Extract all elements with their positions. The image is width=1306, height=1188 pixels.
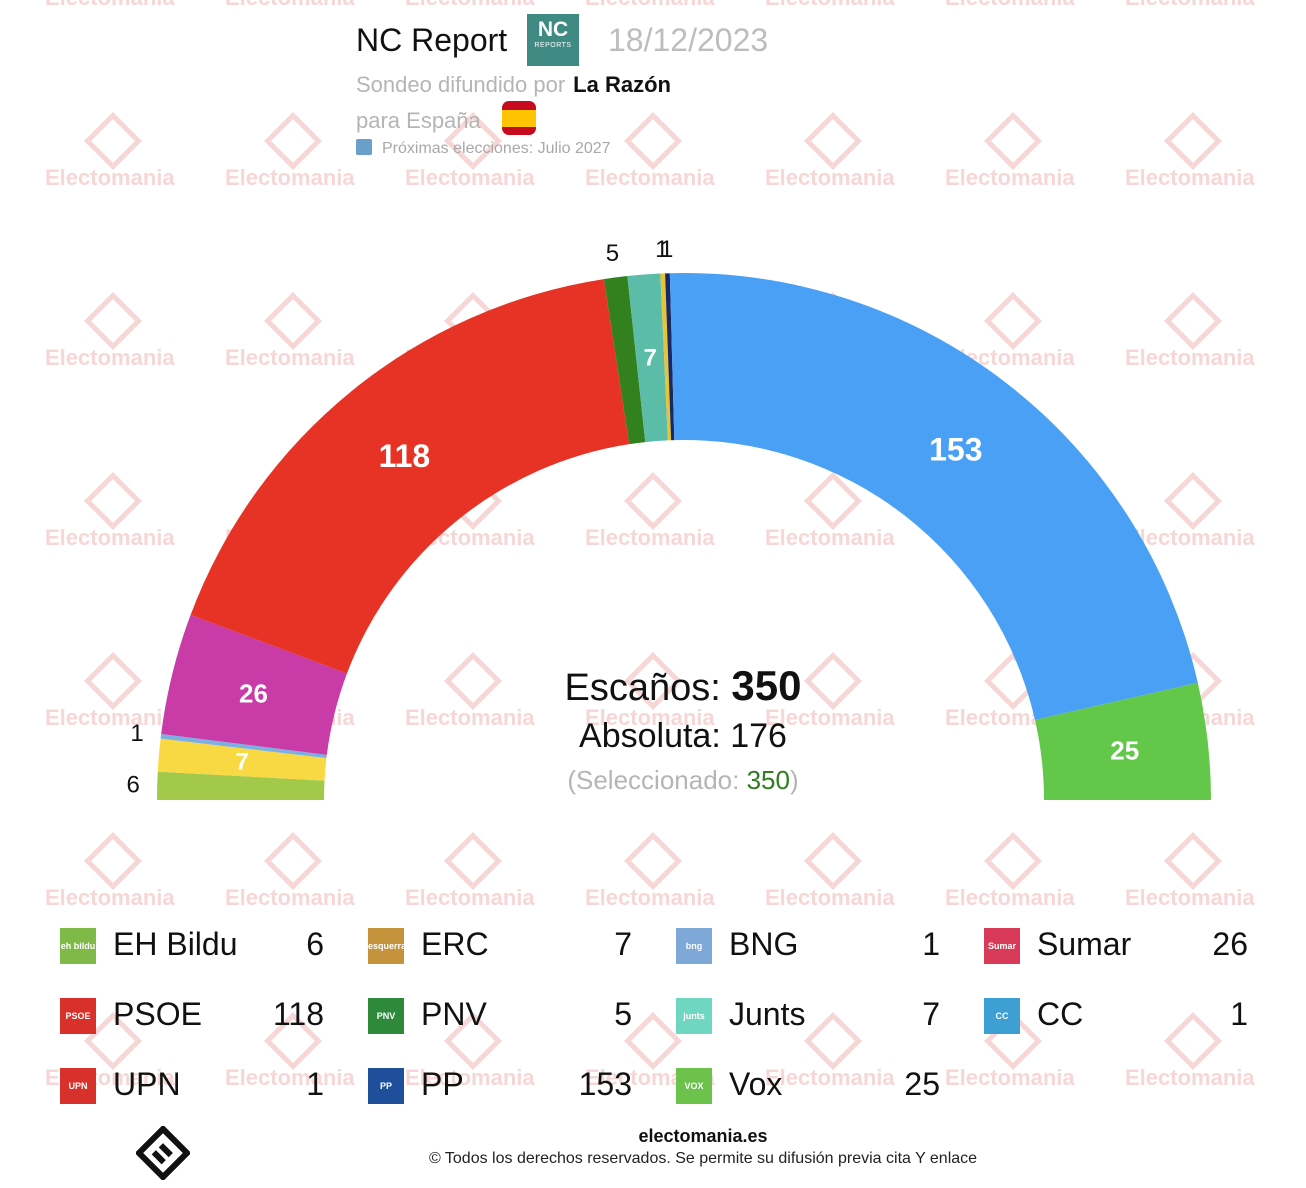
media-name: La Razón	[573, 72, 671, 97]
legend-item-upn: UPN UPN 1	[60, 1058, 324, 1114]
ballot-box-icon	[356, 139, 372, 155]
legend-item-psoe: PSOE PSOE 118	[60, 988, 324, 1044]
seat-segment-pnv	[603, 276, 646, 445]
legend-item-bng: bng BNG 1	[676, 918, 940, 974]
party-legend: eh bildu EH Bildu 6 esquerra ERC 7 bng BNG 1 Suma…	[60, 918, 1280, 1118]
poll-header: NC Report NC REPORTS 18/12/2023 Sondeo d…	[356, 8, 1056, 168]
selected-line: (Seleccionado: 350)	[483, 758, 883, 802]
spain-flag-icon	[502, 101, 536, 135]
seat-label-junts: 7	[644, 344, 657, 371]
seat-label-cc: 1	[655, 236, 668, 263]
legend-value: 25	[904, 1066, 940, 1102]
legend-name: ERC	[421, 926, 489, 962]
footer: electomania.es © Todos los derechos rese…	[303, 1124, 1103, 1170]
seat-label-sumar: 26	[239, 679, 268, 709]
pollster-name: NC Report	[356, 22, 508, 58]
seat-label-vox: 25	[1110, 735, 1139, 765]
legend-item-pnv: PNV PNV 5	[368, 988, 632, 1044]
legend-value: 7	[614, 926, 632, 962]
junts-logo-icon: junts	[676, 998, 712, 1034]
seat-label-upn: 1	[660, 236, 673, 263]
seat-segment-cc	[660, 273, 672, 441]
legend-value: 1	[306, 1066, 324, 1102]
selected-label: (Seleccionado:	[567, 765, 740, 795]
next-elections-text: Próximas elecciones: Julio 2027	[382, 140, 611, 157]
published-by: Sondeo difundido por La Razón	[356, 72, 671, 98]
footer-copyright: © Todos los derechos reservados. Se perm…	[428, 1150, 978, 1167]
majority-line: Absoluta: 176	[579, 717, 787, 755]
legend-name: CC	[1037, 996, 1084, 1032]
seat-segment-eh-bildu	[157, 771, 325, 800]
seat-segment-vox	[1034, 682, 1211, 800]
next-elections: Próximas elecciones: Julio 2027	[356, 139, 611, 158]
footer-site: electomania.es	[638, 1126, 768, 1146]
erc-logo-icon: esquerra	[368, 928, 404, 964]
published-by-label: Sondeo difundido por	[356, 72, 566, 97]
legend-name: PNV	[421, 996, 487, 1032]
seats-label: Escaños:	[564, 667, 721, 709]
seat-label-eh-bildu: 6	[127, 772, 140, 799]
seat-segment-junts	[627, 273, 668, 443]
seat-summary: Escaños: 350 Absoluta: 176 (Seleccionado…	[483, 660, 883, 802]
legend-name: Vox	[729, 1066, 783, 1102]
legend-item-vox: VOX Vox 25	[676, 1058, 940, 1114]
legend-name: PP	[421, 1066, 464, 1102]
legend-value: 5	[614, 996, 632, 1032]
upn-logo-icon: UPN	[60, 1068, 96, 1104]
seat-segment-upn	[665, 273, 675, 441]
seat-segment-psoe	[190, 279, 630, 674]
legend-item-erc: esquerra ERC 7	[368, 918, 632, 974]
seat-label-psoe: 118	[379, 438, 431, 474]
nc-logo-text: NC	[537, 18, 569, 41]
seat-label-pnv: 5	[606, 240, 619, 267]
legend-name: EH Bildu	[113, 926, 238, 962]
selected-value: 350	[746, 765, 790, 795]
eh-bildu-logo-icon: eh bildu	[60, 928, 96, 964]
legend-value: 6	[306, 926, 324, 962]
seats-total: 350	[731, 662, 802, 709]
legend-item-cc: CC CC 1	[984, 988, 1248, 1044]
nc-report-logo-icon: NC REPORTS	[527, 14, 579, 66]
legend-item-sumar: Sumar Sumar 26	[984, 918, 1248, 974]
seat-segment-erc	[157, 738, 327, 781]
legend-name: UPN	[113, 1066, 181, 1102]
pp-logo-icon: PP	[368, 1068, 404, 1104]
poll-scope: para España	[356, 108, 481, 133]
legend-value: 118	[272, 996, 324, 1032]
selected-close: )	[789, 765, 799, 795]
pnv-logo-icon: PNV	[368, 998, 404, 1034]
seat-label-pp: 153	[929, 432, 982, 468]
legend-name: BNG	[729, 926, 799, 962]
seats-total-line: Escaños: 350	[483, 660, 883, 714]
psoe-logo-icon: PSOE	[60, 998, 96, 1034]
seat-segment-sumar	[161, 614, 347, 755]
cc-logo-icon: CC	[984, 998, 1020, 1034]
seat-label-erc: 7	[235, 749, 248, 776]
nc-logo-subtext: REPORTS	[534, 42, 572, 49]
legend-name: Junts	[729, 996, 806, 1032]
sumar-logo-icon: Sumar	[984, 928, 1020, 964]
legend-value: 1	[1230, 996, 1248, 1032]
legend-value: 1	[922, 926, 940, 962]
electomania-logo-icon	[136, 1126, 190, 1180]
seat-segment-pp	[669, 273, 1198, 720]
legend-name: PSOE	[113, 996, 202, 1032]
seat-segment-bng	[160, 733, 327, 759]
legend-item-junts: junts Junts 7	[676, 988, 940, 1044]
bng-logo-icon: bng	[676, 928, 712, 964]
legend-value: 7	[922, 996, 940, 1032]
legend-name: Sumar	[1037, 926, 1132, 962]
seat-label-bng: 1	[130, 720, 143, 747]
legend-value: 153	[578, 1066, 632, 1102]
legend-item-eh-bildu: eh bildu EH Bildu 6	[60, 918, 324, 974]
legend-item-pp: PP PP 153	[368, 1058, 632, 1114]
vox-logo-icon: VOX	[676, 1068, 712, 1104]
legend-value: 26	[1212, 926, 1248, 962]
poll-date: 18/12/2023	[608, 22, 769, 58]
